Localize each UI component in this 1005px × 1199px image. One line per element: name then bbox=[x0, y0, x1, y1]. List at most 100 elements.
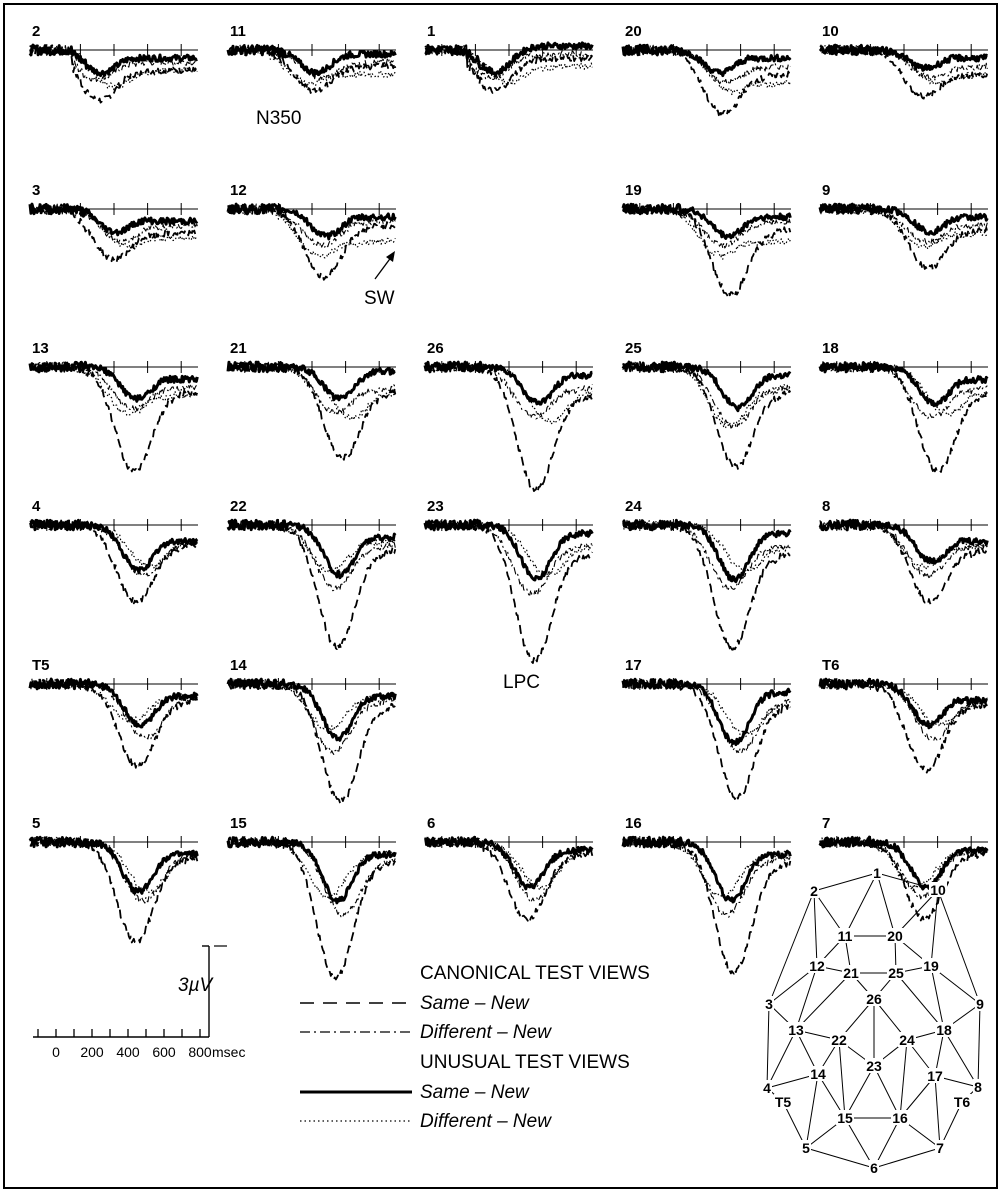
map-node-bg bbox=[869, 1160, 879, 1175]
channel-label: 16 bbox=[625, 815, 642, 832]
series-line-4 bbox=[819, 361, 988, 417]
series-line-3 bbox=[226, 43, 397, 77]
channel-panel: 8 bbox=[818, 498, 989, 606]
channel-label: 11 bbox=[230, 23, 246, 40]
map-node-bg bbox=[762, 1080, 772, 1095]
channel-panel: 14 bbox=[226, 657, 397, 805]
scale-bar: 3µV 0 200 400 600 800 msec bbox=[33, 945, 245, 1060]
series-line-3 bbox=[621, 835, 792, 904]
map-node-bg bbox=[975, 996, 985, 1011]
series-line-2 bbox=[227, 678, 396, 755]
map-edge bbox=[768, 890, 815, 1005]
series-line-3 bbox=[424, 41, 594, 78]
series-line-4 bbox=[29, 519, 198, 569]
map-node-bg bbox=[922, 958, 940, 973]
map-node-label: 2 bbox=[810, 883, 818, 899]
map-node-label: 23 bbox=[866, 1058, 882, 1074]
legend-canonical-heading: CANONICAL TEST VIEWS bbox=[420, 963, 650, 984]
channel-panel: 25 bbox=[621, 340, 792, 470]
sw-arrow bbox=[374, 251, 395, 280]
series-line-3 bbox=[423, 518, 594, 582]
series-line-4 bbox=[227, 44, 396, 87]
map-node-label: 11 bbox=[838, 928, 853, 944]
map-node-label: 26 bbox=[866, 991, 882, 1007]
channel-label: 9 bbox=[822, 182, 830, 199]
map-node-label: T5 bbox=[775, 1094, 792, 1110]
channel-label: 5 bbox=[32, 815, 40, 832]
channel-panel: 5 bbox=[28, 815, 199, 944]
series-line-3 bbox=[424, 835, 594, 891]
series-line-4 bbox=[819, 203, 988, 250]
series-line-4 bbox=[424, 836, 593, 891]
channel-panel: 16 bbox=[621, 815, 792, 975]
series-line-4 bbox=[227, 361, 396, 421]
channel-panel: 9 bbox=[818, 182, 989, 272]
figure-frame bbox=[3, 3, 998, 1189]
series-line-3 bbox=[423, 360, 593, 406]
lpc-annotation: LPC bbox=[503, 672, 540, 693]
map-node-label: 19 bbox=[923, 958, 939, 974]
map-node-bg bbox=[887, 965, 905, 980]
map-edge bbox=[895, 972, 945, 1031]
series-line-3 bbox=[818, 518, 989, 565]
series-line-4 bbox=[622, 361, 791, 429]
channel-panel: 19 bbox=[621, 182, 792, 298]
channel-label: 17 bbox=[625, 657, 642, 674]
channel-panel: 3 bbox=[28, 182, 199, 264]
map-edge bbox=[873, 1117, 901, 1169]
series-line-2 bbox=[30, 361, 198, 412]
map-edge bbox=[934, 1075, 941, 1149]
series-line-4 bbox=[622, 837, 791, 899]
channel-panel: 15 bbox=[226, 815, 397, 981]
map-node-bg bbox=[891, 1110, 909, 1125]
channel-label: 15 bbox=[230, 815, 247, 832]
map-edge bbox=[813, 872, 878, 892]
series-line-1 bbox=[819, 836, 988, 923]
map-node-label: 6 bbox=[870, 1160, 878, 1176]
legend-unusual-heading: UNUSUAL TEST VIEWS bbox=[420, 1052, 630, 1073]
channel-panel: 21 bbox=[226, 340, 397, 461]
time-unit-label: msec bbox=[212, 1044, 245, 1060]
map-node-label: 10 bbox=[930, 882, 946, 898]
channel-label: 12 bbox=[230, 182, 247, 199]
channel-label: 1 bbox=[427, 23, 435, 40]
channel-panel: T6 bbox=[818, 657, 989, 774]
map-node-bg bbox=[929, 882, 947, 897]
channel-label: 24 bbox=[625, 498, 642, 515]
series-line-1 bbox=[227, 361, 397, 461]
series-line-4 bbox=[819, 678, 988, 727]
map-node-label: 22 bbox=[831, 1032, 847, 1048]
series-line-4 bbox=[424, 361, 593, 425]
map-node-label: 8 bbox=[974, 1079, 982, 1095]
map-node-label: 20 bbox=[887, 928, 903, 944]
series-line-3 bbox=[818, 202, 989, 236]
series-line-1 bbox=[622, 678, 791, 800]
map-node-bg bbox=[865, 991, 883, 1006]
map-node-bg bbox=[808, 958, 826, 973]
series-line-1 bbox=[227, 44, 397, 95]
map-edge bbox=[844, 1117, 875, 1169]
series-line-1 bbox=[622, 44, 792, 117]
series-line-3 bbox=[28, 677, 199, 729]
map-edge bbox=[873, 1147, 941, 1169]
channel-label: 25 bbox=[625, 340, 642, 357]
map-edge bbox=[873, 1065, 901, 1119]
map-node-label: T6 bbox=[954, 1094, 971, 1110]
series-line-1 bbox=[29, 836, 199, 944]
channel-panel: T5 bbox=[28, 657, 199, 769]
map-edge bbox=[937, 889, 981, 1005]
series-line-4 bbox=[622, 203, 791, 260]
series-line-4 bbox=[29, 678, 198, 723]
map-node-label: 9 bbox=[976, 996, 984, 1012]
map-node-bg bbox=[872, 865, 882, 880]
map-node-label: 4 bbox=[763, 1080, 771, 1096]
channel-label: 6 bbox=[427, 815, 435, 832]
map-edge bbox=[766, 1003, 770, 1089]
map-node-label: 21 bbox=[843, 965, 859, 981]
map-edge bbox=[930, 889, 939, 967]
series-line-1 bbox=[424, 519, 594, 664]
map-edge bbox=[838, 1039, 846, 1119]
channel-panel: 6 bbox=[424, 815, 594, 923]
channel-panel: 11 bbox=[226, 23, 397, 95]
